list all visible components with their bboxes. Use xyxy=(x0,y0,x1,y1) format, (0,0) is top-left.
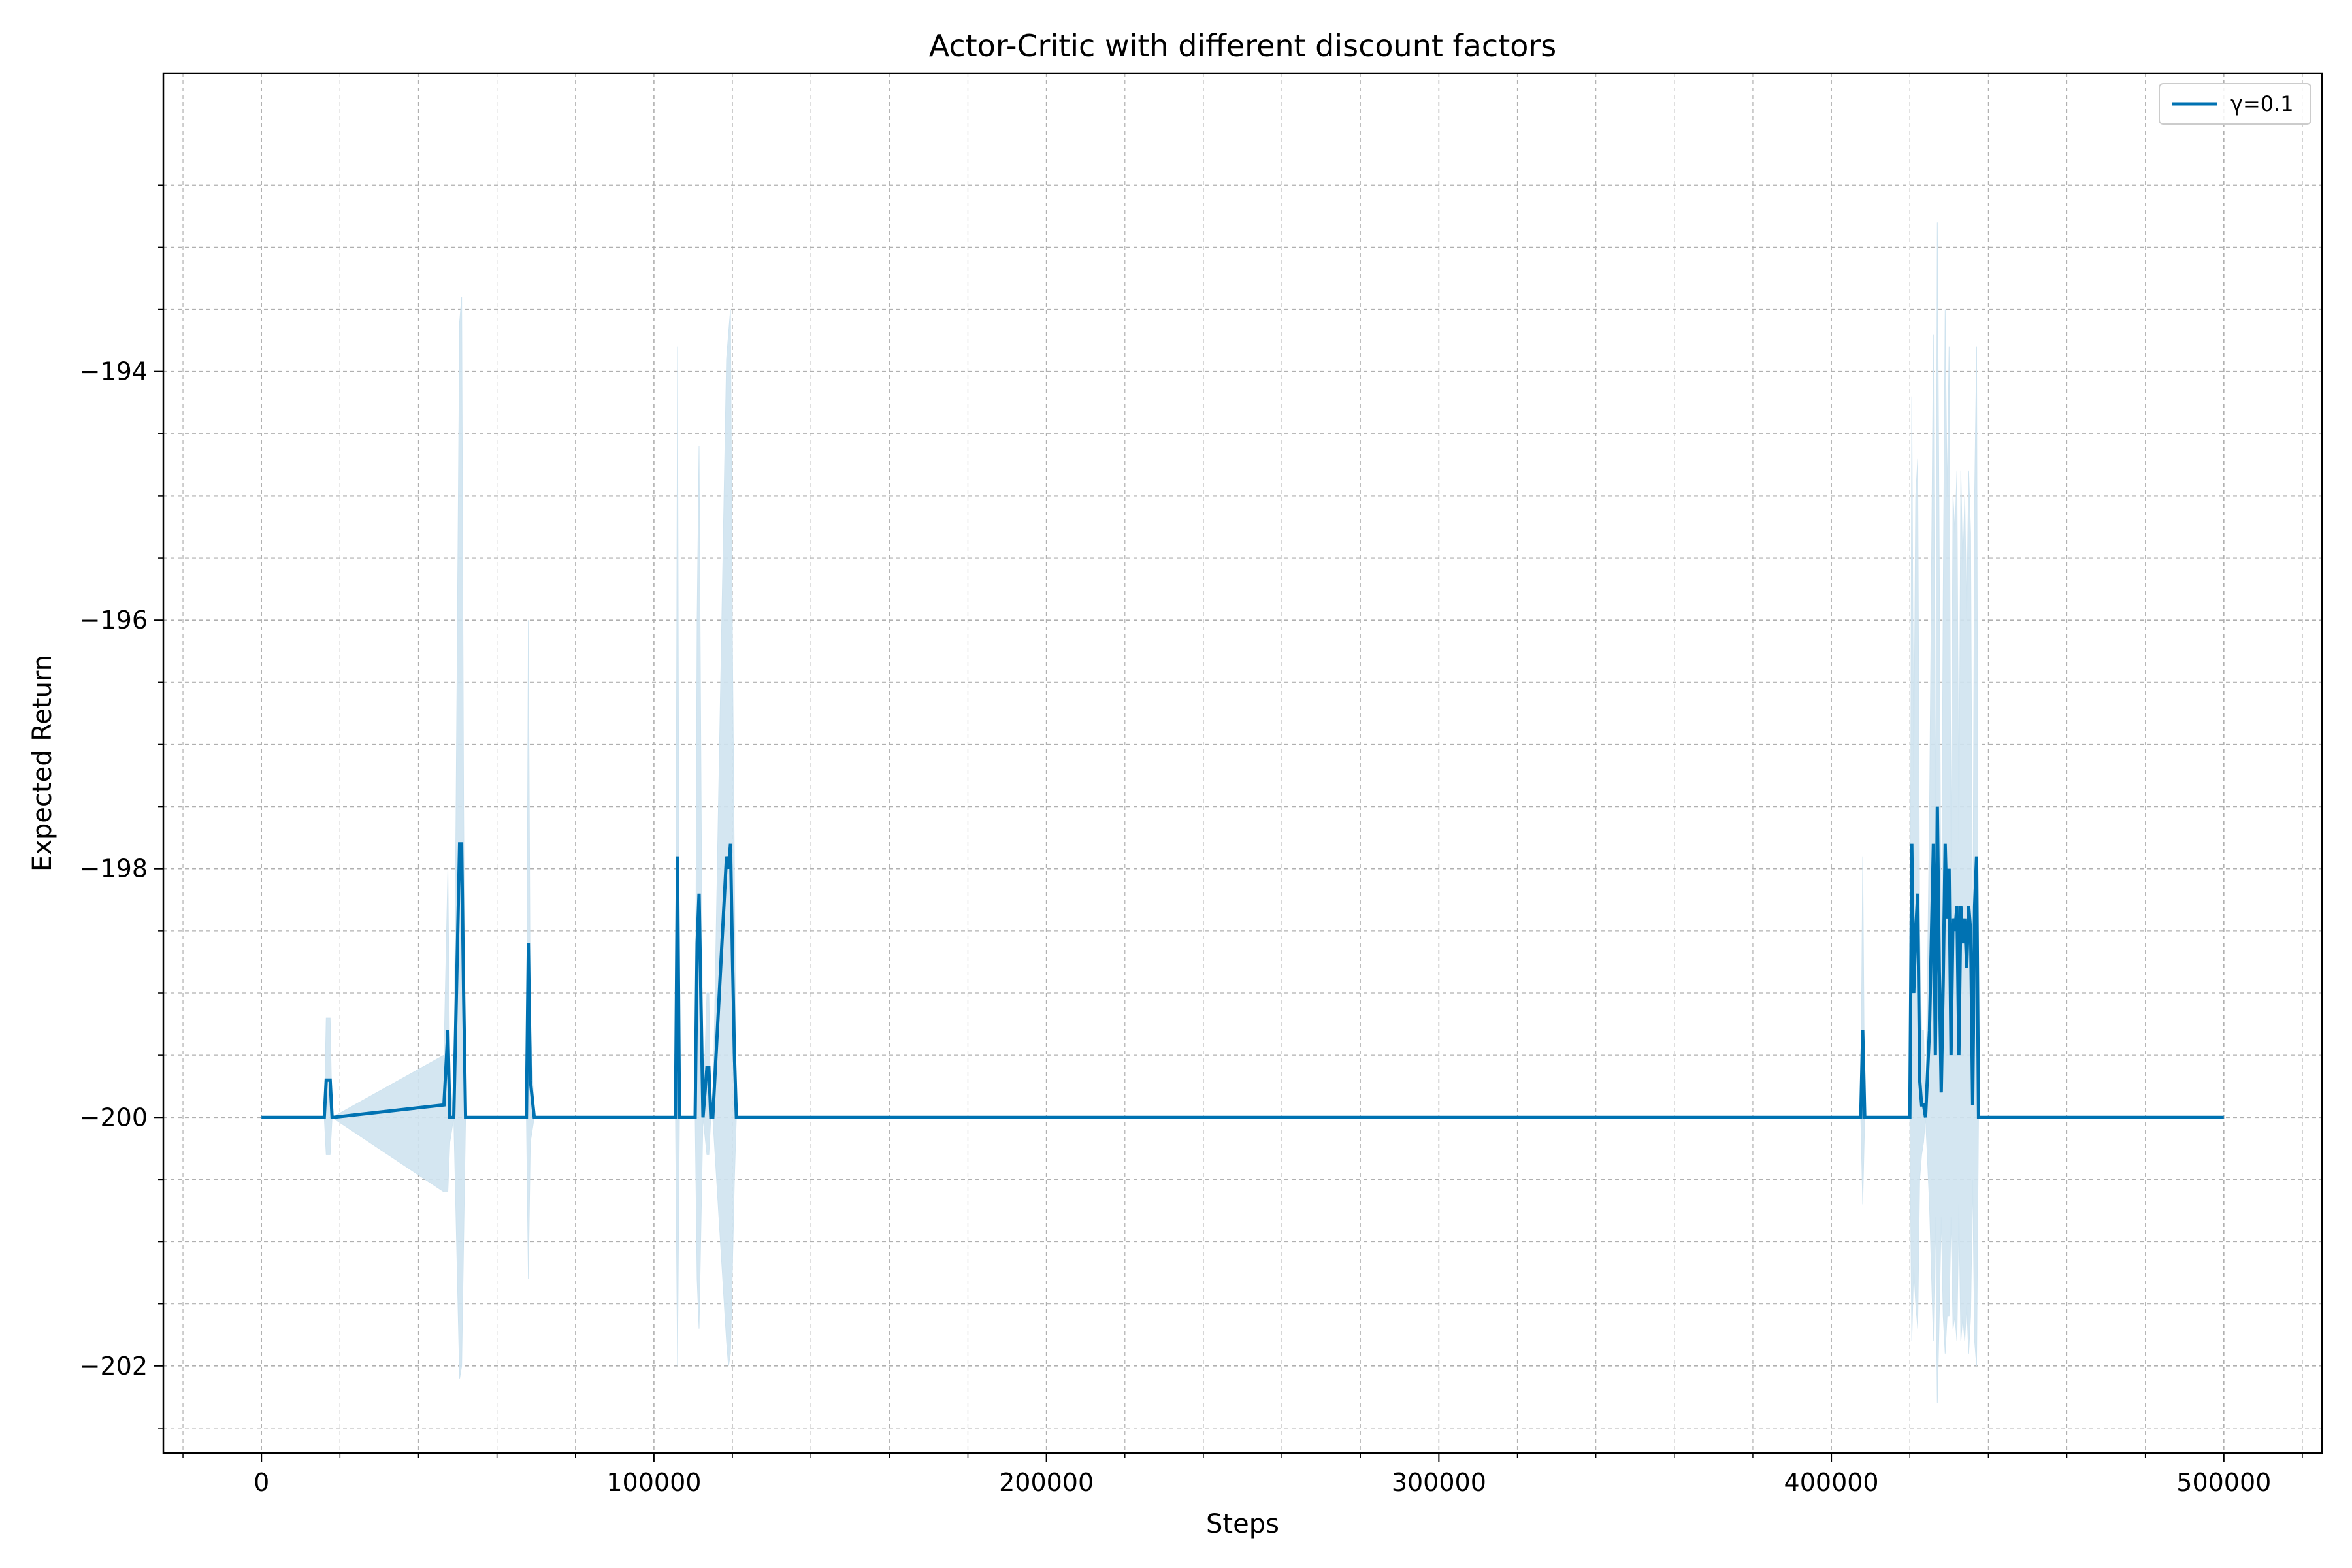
grid xyxy=(163,73,2322,1453)
x-tick-label: 0 xyxy=(253,1468,269,1497)
legend-label: γ=0.1 xyxy=(2230,91,2294,116)
y-tick-label: −196 xyxy=(80,606,148,634)
y-tick-label: −202 xyxy=(80,1352,148,1380)
chart-title: Actor-Critic with different discount fac… xyxy=(929,28,1557,63)
x-axis: 0 100000 200000 300000 400000 500000 xyxy=(182,1453,2303,1497)
plot-frame xyxy=(162,72,2323,1454)
series-lines xyxy=(261,806,2224,1120)
confidence-band xyxy=(261,222,2224,1403)
x-tick-label: 400000 xyxy=(1784,1468,1879,1497)
x-tick-label: 300000 xyxy=(1392,1468,1486,1497)
legend: γ=0.1 xyxy=(2159,83,2311,125)
y-tick-label: −198 xyxy=(80,855,148,883)
y-tick-label: −194 xyxy=(80,357,148,386)
y-tick-label: −200 xyxy=(80,1103,148,1132)
x-axis-label: Steps xyxy=(1206,1509,1279,1539)
series-line-0 xyxy=(261,806,2224,1120)
y-axis-label: Expected Return xyxy=(27,655,57,872)
legend-box xyxy=(2159,83,2311,125)
x-tick-label: 200000 xyxy=(999,1468,1094,1497)
y-axis: −194 −196 −198 −200 −202 xyxy=(80,184,163,1429)
x-tick-label: 100000 xyxy=(606,1468,701,1497)
series-band-0 xyxy=(261,222,2224,1403)
x-tick-label: 500000 xyxy=(2176,1468,2271,1497)
